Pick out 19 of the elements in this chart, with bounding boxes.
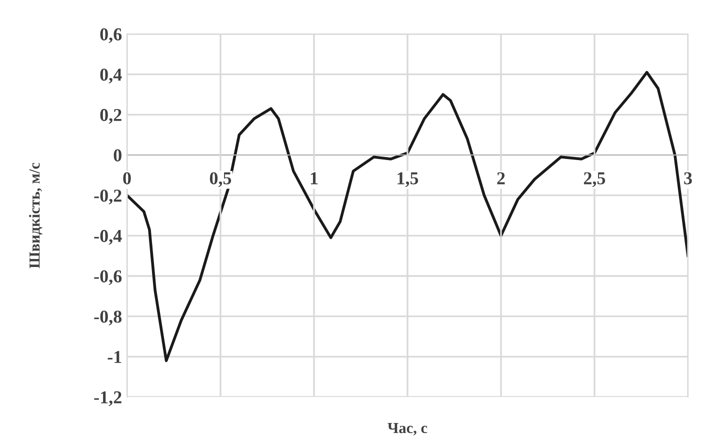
y-tick-label: -0,4: [94, 230, 122, 245]
y-tick-label: 0: [114, 149, 122, 162]
x-tick-label: 0,5: [210, 172, 232, 187]
y-tick-label: -0,2: [94, 190, 122, 204]
y-tick-label: -0,6: [94, 270, 122, 286]
x-tick-label: 1: [310, 172, 318, 184]
x-tick-label: 2: [497, 172, 505, 184]
y-tick-label: -1: [108, 351, 122, 363]
y-axis-title: Швидкість, м/с: [28, 162, 42, 268]
y-tick-label: -1,2: [94, 391, 122, 406]
x-axis-title: Час, с: [388, 423, 428, 436]
x-tick-label: 3: [684, 172, 692, 184]
x-tick-label: 1,5: [398, 172, 418, 187]
y-tick-label: 0,2: [100, 108, 122, 124]
y-tick-label: -0,8: [94, 310, 122, 326]
x-tick-label: 0: [123, 172, 131, 184]
y-tick-label: 0,4: [100, 68, 122, 84]
x-tick-label: 2,5: [584, 172, 606, 187]
y-tick-label: 0,6: [100, 28, 122, 44]
